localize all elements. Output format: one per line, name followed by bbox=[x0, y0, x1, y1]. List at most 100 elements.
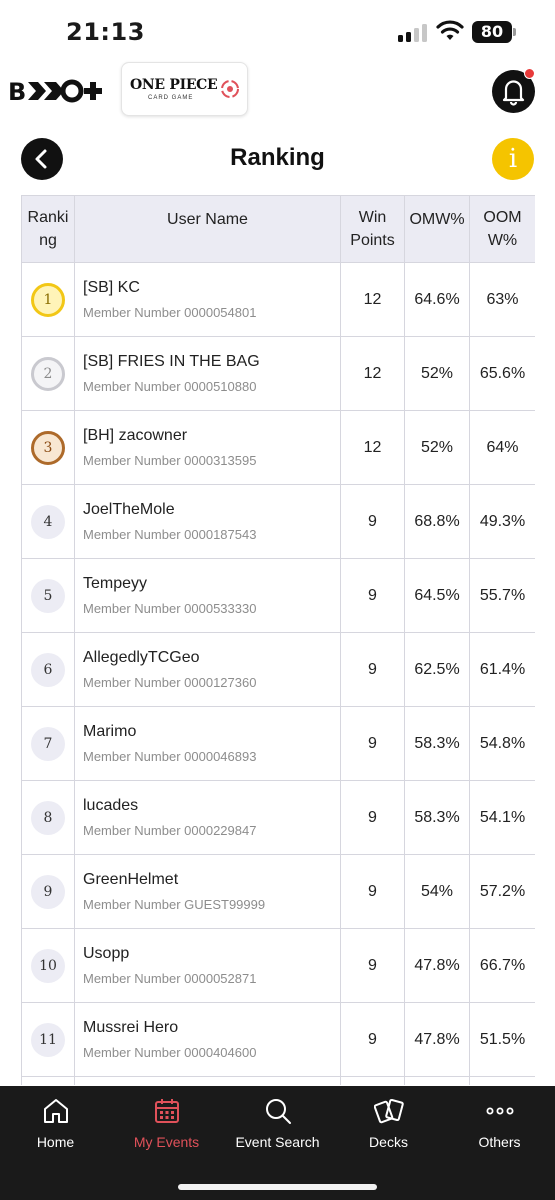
table-row[interactable]: 7 Marimo Member Number 0000046893 9 58.3% 54.… bbox=[21, 706, 535, 781]
tab-event-search[interactable]: Event Search bbox=[222, 1096, 333, 1156]
table-row[interactable]: 4 JoelTheMole Member Number 0000187543 9 68.… bbox=[21, 484, 535, 559]
player-name: [BH] zacowner bbox=[83, 427, 188, 444]
empty-cell bbox=[469, 1076, 535, 1085]
rank-badge: 6 bbox=[31, 652, 65, 687]
oomw-cell: 65.6% bbox=[469, 336, 535, 411]
more-icon bbox=[486, 1107, 513, 1115]
table-row[interactable]: 1 [SB] KC Member Number 0000054801 12 64.6% 6… bbox=[21, 262, 535, 337]
column-header-win-points[interactable]: Win Points bbox=[340, 195, 405, 263]
member-number-label: Member Number bbox=[83, 379, 181, 394]
svg-text:B: B bbox=[8, 78, 26, 106]
member-number: GUEST99999 bbox=[184, 897, 266, 912]
rank-cell: 5 bbox=[21, 558, 75, 633]
column-header-omw[interactable]: OMW% bbox=[404, 195, 470, 263]
win-points-cell: 9 bbox=[340, 1002, 405, 1077]
cellular-signal-icon bbox=[398, 24, 428, 42]
player-name: Tempeyy bbox=[83, 575, 148, 592]
player-name: lucades bbox=[83, 797, 139, 814]
search-icon bbox=[265, 1099, 291, 1124]
member-number-label: Member Number bbox=[83, 971, 181, 986]
column-header-ranking[interactable]: Ranking bbox=[21, 195, 75, 263]
omw-cell: 58.3% bbox=[404, 706, 470, 781]
user-cell: Usopp Member Number 0000052871 bbox=[74, 928, 341, 1003]
table-row[interactable]: 3 [BH] zacowner Member Number 0000313595 12… bbox=[21, 410, 535, 485]
table-row[interactable]: 5 Tempeyy Member Number 0000533330 9 64.5% 55… bbox=[21, 558, 535, 633]
info-icon: i bbox=[508, 144, 518, 174]
rank-cell: 11 bbox=[21, 1002, 75, 1077]
rank-cell: 6 bbox=[21, 632, 75, 707]
member-number-label: Member Number bbox=[83, 305, 181, 320]
oomw-cell: 63% bbox=[469, 262, 535, 337]
win-points-cell: 9 bbox=[340, 854, 405, 929]
tab-others[interactable]: Others bbox=[444, 1096, 555, 1156]
omw-cell: 62.5% bbox=[404, 632, 470, 707]
status-bar: 21:13 80 bbox=[0, 0, 555, 62]
member-number: 0000046893 bbox=[184, 749, 257, 764]
omw-cell: 52% bbox=[404, 410, 470, 485]
rank-badge: 7 bbox=[31, 726, 65, 761]
member-number-label: Member Number bbox=[83, 823, 181, 838]
chevron-left-icon bbox=[35, 149, 47, 169]
table-row[interactable] bbox=[21, 1076, 535, 1085]
tab-others-label: Others bbox=[478, 1134, 521, 1150]
rank-badge: 8 bbox=[31, 800, 65, 835]
empty-cell bbox=[404, 1076, 470, 1085]
rank-badge: 4 bbox=[31, 504, 65, 539]
user-cell: Marimo Member Number 0000046893 bbox=[74, 706, 341, 781]
member-number-line: Member Number 0000046893 bbox=[83, 749, 340, 764]
notification-button[interactable] bbox=[492, 70, 535, 113]
tab-decks-label: Decks bbox=[369, 1134, 408, 1150]
battery-tip bbox=[513, 28, 516, 36]
user-cell: GreenHelmet Member Number GUEST99999 bbox=[74, 854, 341, 929]
table-row[interactable]: 11 Mussrei Hero Member Number 0000404600 9 4… bbox=[21, 1002, 535, 1077]
member-number: 0000229847 bbox=[184, 823, 257, 838]
member-number-label: Member Number bbox=[83, 601, 181, 616]
tab-decks[interactable]: Decks bbox=[333, 1096, 444, 1156]
omw-cell: 52% bbox=[404, 336, 470, 411]
brand-logo[interactable]: B bbox=[8, 76, 104, 106]
table-row[interactable]: 10 Usopp Member Number 0000052871 9 47.8% 66.… bbox=[21, 928, 535, 1003]
rank-cell: 2 bbox=[21, 336, 75, 411]
member-number-line: Member Number 0000127360 bbox=[83, 675, 340, 690]
info-button[interactable]: i bbox=[492, 138, 534, 180]
table-row[interactable]: 8 lucades Member Number 0000229847 9 58.3% 54… bbox=[21, 780, 535, 855]
tab-my-events[interactable]: My Events bbox=[111, 1096, 222, 1156]
table-header-row: Ranking User Name Win Points OMW% OOMW% bbox=[21, 195, 535, 263]
game-logo[interactable]: ONE PIECE CARD GAME bbox=[121, 62, 248, 116]
user-cell: lucades Member Number 0000229847 bbox=[74, 780, 341, 855]
table-row[interactable]: 2 [SB] FRIES IN THE BAG Member Number 0000… bbox=[21, 336, 535, 411]
bell-icon bbox=[502, 80, 525, 106]
oomw-cell: 64% bbox=[469, 410, 535, 485]
home-indicator bbox=[178, 1184, 377, 1190]
status-time: 21:13 bbox=[66, 18, 145, 46]
player-name: [SB] KC bbox=[83, 279, 140, 296]
game-logo-subtitle: CARD GAME bbox=[148, 95, 194, 101]
win-points-cell: 9 bbox=[340, 706, 405, 781]
member-number-line: Member Number 0000229847 bbox=[83, 823, 340, 838]
rank-cell: 3 bbox=[21, 410, 75, 485]
member-number-line: Member Number GUEST99999 bbox=[83, 897, 340, 912]
back-button[interactable] bbox=[21, 138, 63, 180]
member-number-label: Member Number bbox=[83, 749, 181, 764]
rank-cell: 9 bbox=[21, 854, 75, 929]
win-points-cell: 12 bbox=[340, 336, 405, 411]
oomw-cell: 66.7% bbox=[469, 928, 535, 1003]
column-header-oomw[interactable]: OOMW% bbox=[469, 195, 535, 263]
player-name: [SB] FRIES IN THE BAG bbox=[83, 353, 260, 370]
table-row[interactable]: 9 GreenHelmet Member Number GUEST99999 9 54%… bbox=[21, 854, 535, 929]
user-cell: JoelTheMole Member Number 0000187543 bbox=[74, 484, 341, 559]
tab-event-search-label: Event Search bbox=[235, 1134, 320, 1150]
table-row[interactable]: 6 AllegedlyTCGeo Member Number 0000127360 9… bbox=[21, 632, 535, 707]
game-logo-mark-icon bbox=[221, 80, 239, 98]
omw-cell: 47.8% bbox=[404, 928, 470, 1003]
omw-cell: 64.5% bbox=[404, 558, 470, 633]
player-name: Mussrei Hero bbox=[83, 1019, 179, 1036]
cards-icon bbox=[373, 1098, 404, 1124]
column-header-user-name[interactable]: User Name bbox=[74, 195, 341, 263]
tab-home[interactable]: Home bbox=[0, 1096, 111, 1156]
member-number-line: Member Number 0000404600 bbox=[83, 1045, 340, 1060]
member-number: 0000313595 bbox=[184, 453, 257, 468]
rank-badge: 10 bbox=[31, 948, 65, 983]
player-name: Usopp bbox=[83, 945, 130, 962]
rank-badge: 5 bbox=[31, 578, 65, 613]
